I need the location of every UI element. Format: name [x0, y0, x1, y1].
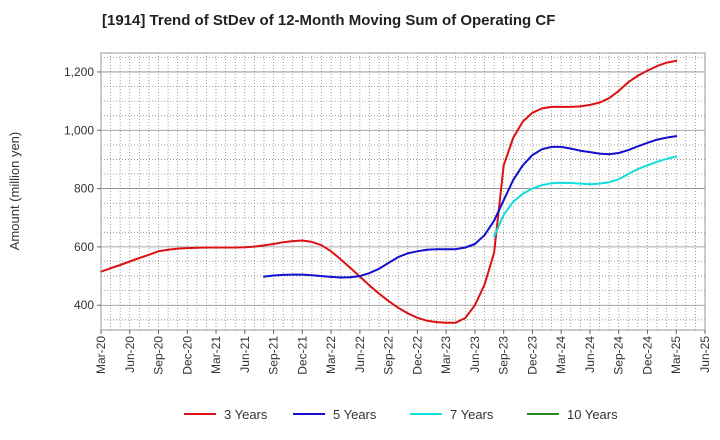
x-tick-label: Sep-22	[382, 336, 396, 375]
x-tick-label: Dec-23	[525, 336, 539, 375]
y-tick-label: 1,200	[64, 65, 94, 79]
y-tick-label: 600	[74, 240, 94, 254]
x-tick-label: Dec-22	[410, 336, 424, 375]
plot-frame	[100, 52, 706, 331]
x-tick-label: Mar-24	[554, 336, 568, 374]
legend-label-4: 10 Years	[567, 407, 618, 422]
legend-label-1: 3 Years	[224, 407, 268, 422]
x-tick-label: Mar-23	[439, 336, 453, 374]
y-axis-ticks: 400 600 800 1,000 1,200	[64, 65, 101, 312]
x-tick-label: Mar-22	[324, 336, 338, 374]
series-line-3	[493, 155, 678, 238]
x-tick-label: Dec-20	[180, 336, 194, 375]
y-axis-label: Amount (million yen)	[7, 132, 22, 251]
x-tick-label: Jun-24	[583, 336, 597, 373]
x-axis-ticks: Mar-20 Jun-20 Sep-20 Dec-20 Mar-21 Jun-21 Sep-…	[94, 330, 712, 375]
x-tick-label: Mar-20	[94, 336, 108, 374]
y-tick-label: 800	[74, 182, 94, 196]
y-tick-label: 1,000	[64, 123, 94, 137]
grid	[101, 53, 705, 330]
chart-title: [1914] Trend of StDev of 12-Month Moving…	[102, 12, 556, 29]
x-tick-label: Sep-23	[497, 336, 511, 375]
series-layer	[100, 59, 678, 324]
y-tick-label: 400	[74, 298, 94, 312]
legend-label-2: 5 Years	[333, 407, 377, 422]
legend: 3 Years 5 Years 7 Years 10 Years	[184, 407, 618, 422]
series-line-2	[263, 135, 678, 279]
x-tick-label: Jun-25	[698, 336, 712, 373]
x-tick-label: Mar-21	[209, 336, 223, 374]
x-tick-label: Dec-24	[640, 336, 654, 375]
x-tick-label: Jun-23	[468, 336, 482, 373]
x-tick-label: Mar-25	[669, 336, 683, 374]
x-tick-label: Jun-21	[238, 336, 252, 373]
legend-label-3: 7 Years	[450, 407, 494, 422]
x-tick-label: Sep-24	[612, 336, 626, 375]
x-tick-label: Jun-20	[123, 336, 137, 373]
x-tick-label: Sep-21	[267, 336, 281, 375]
x-tick-label: Sep-20	[152, 336, 166, 375]
plot-area	[101, 53, 705, 330]
x-tick-label: Jun-22	[353, 336, 367, 373]
series-line-1	[100, 59, 678, 324]
x-tick-label: Dec-21	[295, 336, 309, 375]
